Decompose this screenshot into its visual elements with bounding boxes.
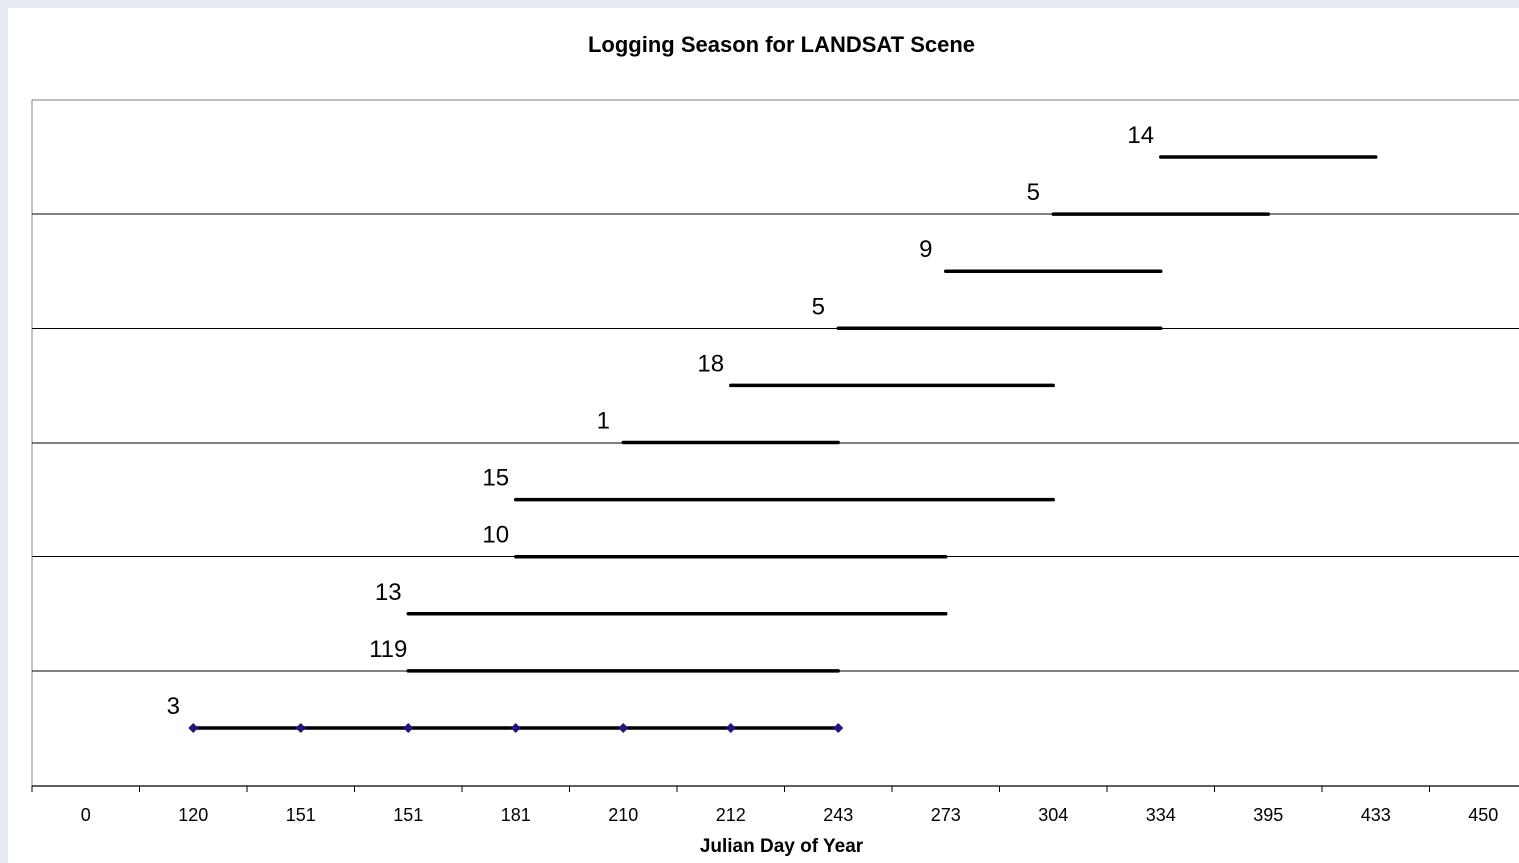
x-tick-label-13: 450 — [1468, 805, 1498, 825]
x-tick-label-4: 181 — [501, 805, 531, 825]
bar-label-9: 5 — [1027, 179, 1040, 206]
x-tick-label-5: 210 — [608, 805, 638, 825]
x-tick-label-2: 151 — [286, 805, 316, 825]
range-bar-0-marker-1 — [188, 723, 199, 733]
x-tick-label-8: 273 — [931, 805, 961, 825]
x-tick-label-7: 243 — [823, 805, 853, 825]
bar-label-3: 10 — [482, 522, 509, 549]
x-tick-label-1: 120 — [178, 805, 208, 825]
x-tick-label-12: 433 — [1361, 805, 1391, 825]
range-bar-0-marker-2 — [295, 723, 306, 733]
x-tick-label-3: 151 — [393, 805, 423, 825]
range-bar-0-marker-3 — [403, 723, 414, 733]
bar-label-5: 1 — [597, 408, 610, 435]
range-bar-0-marker-6 — [725, 723, 736, 733]
bar-label-1: 119 — [369, 636, 407, 663]
x-tick-label-0: 0 — [81, 805, 91, 825]
bar-label-8: 9 — [919, 236, 932, 263]
x-tick-label-10: 334 — [1146, 805, 1176, 825]
range-bar-0-marker-4 — [510, 723, 521, 733]
bar-label-7: 5 — [812, 293, 825, 320]
x-tick-label-9: 304 — [1038, 805, 1068, 825]
bar-label-2: 13 — [375, 579, 402, 606]
bar-label-10: 14 — [1127, 122, 1154, 149]
x-axis-label: Julian Day of Year — [699, 836, 864, 857]
chart-title: Logging Season for LANDSAT Scene — [587, 32, 976, 57]
bar-label-0: 3 — [167, 693, 180, 720]
range-bar-0-marker-5 — [618, 723, 629, 733]
x-tick-label-11: 395 — [1253, 805, 1283, 825]
x-tick-label-6: 212 — [716, 805, 746, 825]
range-bar-0-marker-7 — [833, 723, 844, 733]
bar-label-6: 18 — [697, 350, 724, 377]
bar-label-4: 15 — [482, 465, 509, 492]
chart-area — [8, 8, 1519, 863]
